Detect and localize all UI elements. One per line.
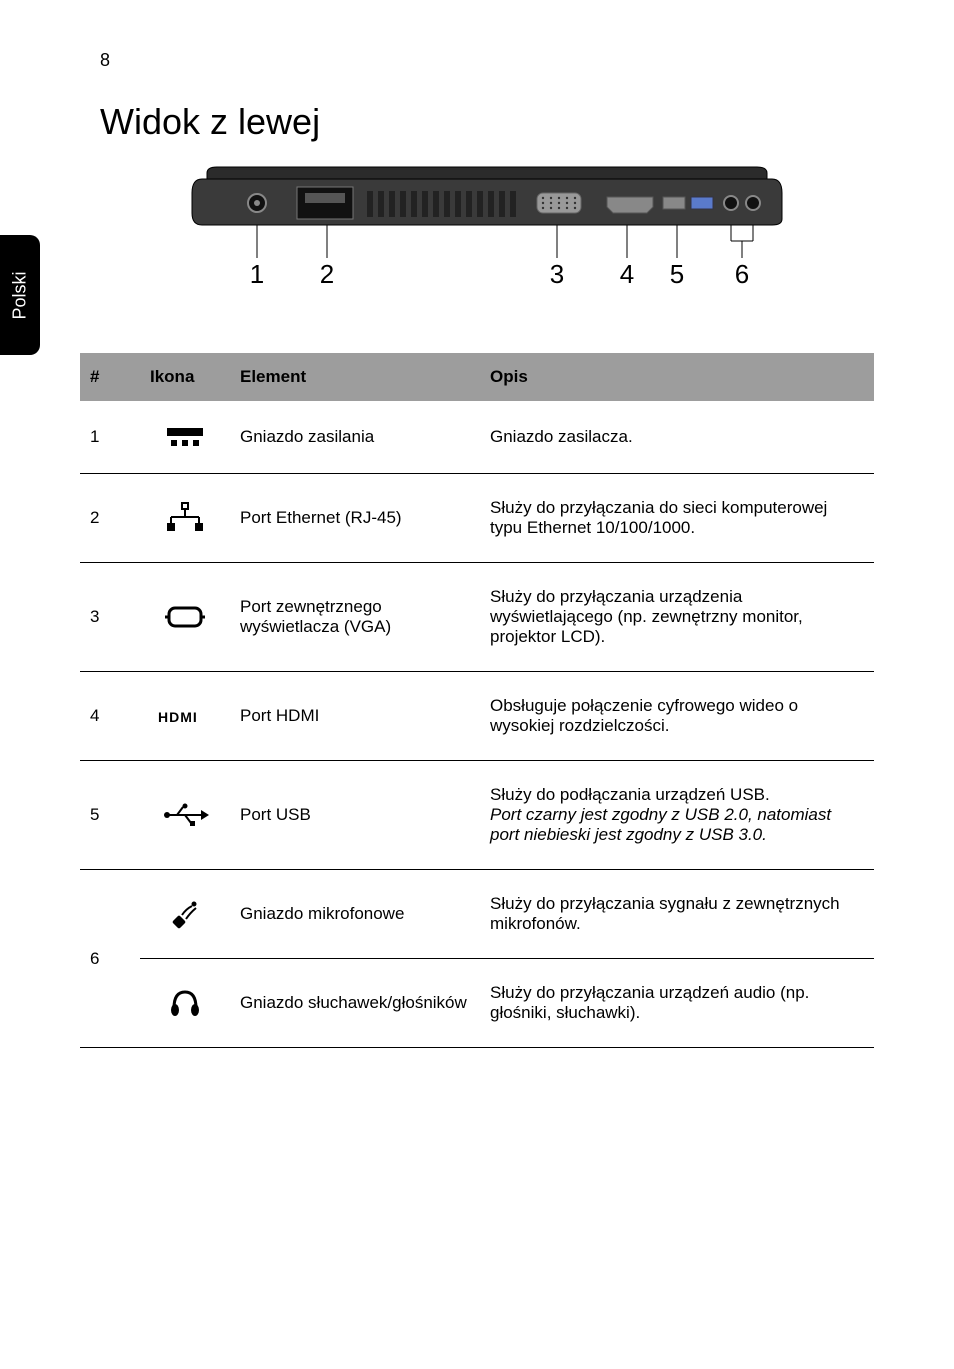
svg-text:HDMI: HDMI — [158, 709, 198, 725]
row-number: 2 — [80, 474, 140, 563]
svg-text:5: 5 — [670, 259, 684, 289]
row-element: Port zewnętrznego wyświetlacza (VGA) — [230, 563, 480, 672]
table-row: 1 Gniazdo zasilaniaGniazdo zasilacza. — [80, 401, 874, 474]
usb-icon — [140, 761, 230, 870]
language-side-tab-label: Polski — [10, 271, 31, 319]
language-side-tab: Polski — [0, 235, 40, 355]
row-element: Port USB — [230, 761, 480, 870]
svg-text:3: 3 — [550, 259, 564, 289]
row-description: Służy do podłączania urządzeń USB.Port c… — [480, 761, 874, 870]
row-description: Służy do przyłączania urządzenia wyświet… — [480, 563, 874, 672]
row-number: 1 — [80, 401, 140, 474]
row-number: 5 — [80, 761, 140, 870]
table-row: 4 HDMI Port HDMIObsługuje połączenie cyfro… — [80, 672, 874, 761]
mic-icon — [140, 870, 230, 959]
row-element: Gniazdo zasilania — [230, 401, 480, 474]
ethernet-icon — [140, 474, 230, 563]
table-header-row: # Ikona Element Opis — [80, 353, 874, 401]
row-description: Służy do przyłączania urządzeń audio (np… — [480, 959, 874, 1048]
ports-table: # Ikona Element Opis 1Gniazdo zasilaniaG… — [80, 353, 874, 1048]
row-element: Gniazdo mikrofonowe — [230, 870, 480, 959]
table-row: 3 Port zewnętrznego wyświetlacza (VGA)Słu… — [80, 563, 874, 672]
table-row: 5 Port USBSłuży do podłączania urządzeń U… — [80, 761, 874, 870]
power-jack-icon — [140, 401, 230, 474]
row-number: 6 — [80, 870, 140, 1048]
table-row: Gniazdo słuchawek/głośnikówSłuży do przy… — [80, 959, 874, 1048]
table-row: 6Gniazdo mikrofonoweSłuży do przyłączani… — [80, 870, 874, 959]
table-row: 2 Port Ethernet (RJ-45)Służy do przyłącza… — [80, 474, 874, 563]
laptop-left-side-diagram: 1 2 3 4 5 6 — [80, 163, 874, 313]
col-header-element: Element — [230, 353, 480, 401]
row-description: Gniazdo zasilacza. — [480, 401, 874, 474]
diagram-svg: 1 2 3 4 5 6 — [157, 163, 797, 313]
hdmi-icon: HDMI — [140, 672, 230, 761]
col-header-desc: Opis — [480, 353, 874, 401]
svg-text:2: 2 — [320, 259, 334, 289]
svg-text:4: 4 — [620, 259, 634, 289]
page-title: Widok z lewej — [100, 101, 874, 143]
headphone-icon — [140, 959, 230, 1048]
row-number: 4 — [80, 672, 140, 761]
row-number: 3 — [80, 563, 140, 672]
col-header-icon: Ikona — [140, 353, 230, 401]
row-element: Port HDMI — [230, 672, 480, 761]
svg-text:1: 1 — [250, 259, 264, 289]
vga-icon — [140, 563, 230, 672]
row-description: Służy do przyłączania sygnału z zewnętrz… — [480, 870, 874, 959]
page-number: 8 — [100, 50, 874, 71]
svg-text:6: 6 — [735, 259, 749, 289]
row-description: Obsługuje połączenie cyfrowego wideo o w… — [480, 672, 874, 761]
row-element: Gniazdo słuchawek/głośników — [230, 959, 480, 1048]
col-header-num: # — [80, 353, 140, 401]
row-element: Port Ethernet (RJ-45) — [230, 474, 480, 563]
row-description: Służy do przyłączania do sieci komputero… — [480, 474, 874, 563]
